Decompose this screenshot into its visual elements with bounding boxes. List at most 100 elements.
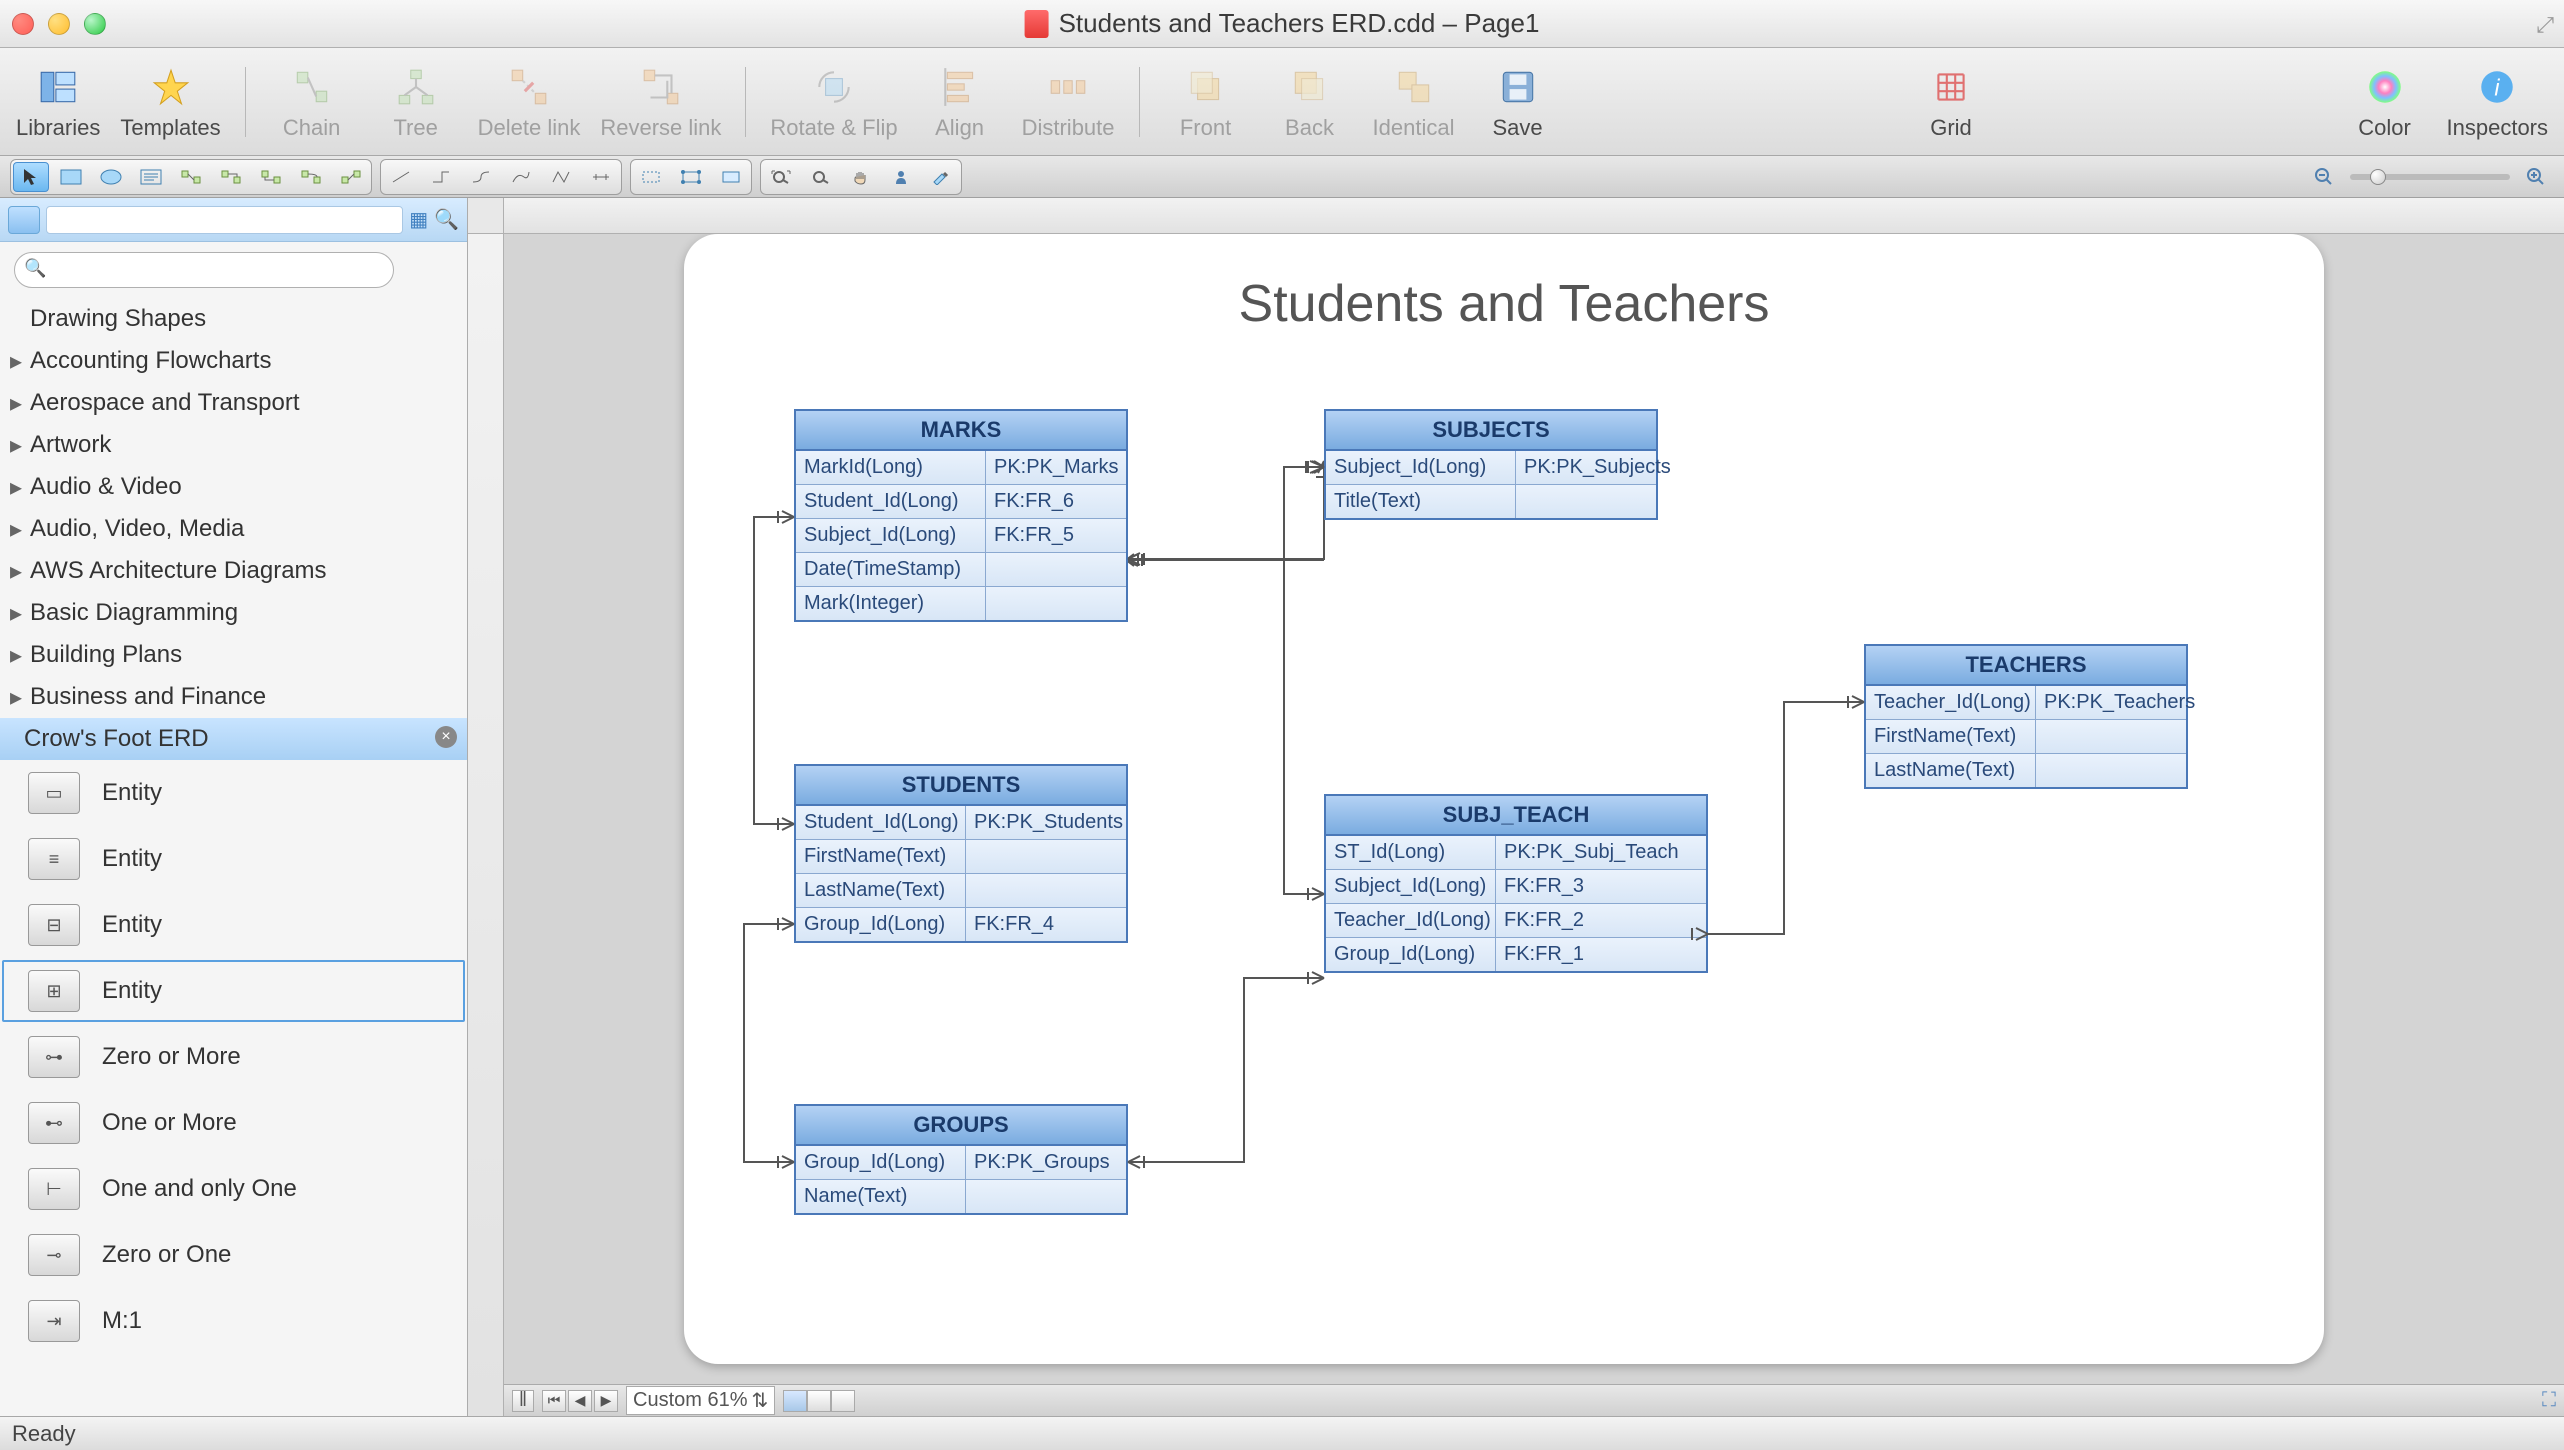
ellipse-tool[interactable] bbox=[93, 162, 129, 192]
line-tool-5[interactable] bbox=[543, 162, 579, 192]
sidebar-category[interactable]: AWS Architecture Diagrams bbox=[0, 550, 467, 592]
entity-subjects[interactable]: SUBJECTSSubject_Id(Long)PK:PK_SubjectsTi… bbox=[1324, 409, 1658, 520]
close-category-icon[interactable]: × bbox=[435, 726, 457, 748]
sidebar-category[interactable]: Business and Finance bbox=[0, 676, 467, 718]
entity-row[interactable]: Title(Text) bbox=[1326, 485, 1656, 518]
connector-tool-5[interactable] bbox=[333, 162, 369, 192]
page[interactable]: Students and Teachers MARK bbox=[684, 234, 2324, 1364]
entity-row[interactable]: Subject_Id(Long)FK:FR_5 bbox=[796, 519, 1126, 553]
sidebar-category[interactable]: Building Plans bbox=[0, 634, 467, 676]
pan-tool[interactable] bbox=[843, 162, 879, 192]
entity-row[interactable]: FirstName(Text) bbox=[1866, 720, 2186, 754]
entity-row[interactable]: LastName(Text) bbox=[796, 874, 1126, 908]
entity-row[interactable]: Mark(Integer) bbox=[796, 587, 1126, 620]
entity-row[interactable]: Teacher_Id(Long)FK:FR_2 bbox=[1326, 904, 1706, 938]
rect-tool[interactable] bbox=[53, 162, 89, 192]
sidebar-category[interactable]: Basic Diagramming bbox=[0, 592, 467, 634]
grid-view-icon[interactable]: ▦ bbox=[409, 207, 428, 232]
shape-item[interactable]: ≡Entity bbox=[0, 826, 467, 892]
sidebar-category-selected[interactable]: Crow's Foot ERD × bbox=[0, 718, 467, 760]
zoom-window-button[interactable] bbox=[84, 13, 106, 35]
color-button[interactable]: Color bbox=[2343, 63, 2427, 141]
shape-item[interactable]: ⊞Entity bbox=[0, 958, 467, 1024]
entity-students[interactable]: STUDENTSStudent_Id(Long)PK:PK_StudentsFi… bbox=[794, 764, 1128, 943]
entity-row[interactable]: Group_Id(Long)PK:PK_Groups bbox=[796, 1146, 1126, 1180]
entity-row[interactable]: Teacher_Id(Long)PK:PK_Teachers bbox=[1866, 686, 2186, 720]
zoom-out-button[interactable] bbox=[2306, 162, 2342, 192]
entity-row[interactable]: LastName(Text) bbox=[1866, 754, 2186, 787]
entity-row[interactable]: Student_Id(Long)FK:FR_6 bbox=[796, 485, 1126, 519]
sidebar-tree-icon[interactable] bbox=[8, 206, 40, 234]
page-tab-2[interactable] bbox=[807, 1390, 831, 1412]
shape-item[interactable]: ⊷One or More bbox=[0, 1090, 467, 1156]
page-tab-1[interactable] bbox=[783, 1390, 807, 1412]
sidebar-category[interactable]: Audio, Video, Media bbox=[0, 508, 467, 550]
search-input[interactable] bbox=[14, 252, 394, 288]
entity-row[interactable]: Group_Id(Long)FK:FR_1 bbox=[1326, 938, 1706, 971]
page-tab-3[interactable] bbox=[831, 1390, 855, 1412]
close-window-button[interactable] bbox=[12, 13, 34, 35]
zoom-slider-thumb[interactable] bbox=[2370, 169, 2386, 185]
entity-row[interactable]: FirstName(Text) bbox=[796, 840, 1126, 874]
entity-row[interactable]: Date(TimeStamp) bbox=[796, 553, 1126, 587]
next-page-button[interactable]: ▶ bbox=[594, 1390, 618, 1412]
first-page-button[interactable]: ⏮ bbox=[542, 1390, 566, 1412]
zoom-tool[interactable] bbox=[803, 162, 839, 192]
collapse-icon[interactable]: ‖ bbox=[512, 1390, 534, 1412]
entity-row[interactable]: MarkId(Long)PK:PK_Marks bbox=[796, 451, 1126, 485]
sidebar-category[interactable]: Accounting Flowcharts bbox=[0, 340, 467, 382]
minimize-window-button[interactable] bbox=[48, 13, 70, 35]
zoom-stepper-icon[interactable]: ⇅ bbox=[752, 1388, 769, 1413]
front-button[interactable]: Front bbox=[1164, 63, 1248, 141]
entity-row[interactable]: Student_Id(Long)PK:PK_Students bbox=[796, 806, 1126, 840]
sidebar-filter-input[interactable] bbox=[46, 206, 403, 234]
zoom-dropdown[interactable]: Custom 61% ⇅ bbox=[626, 1386, 775, 1415]
sidebar-category[interactable]: Artwork bbox=[0, 424, 467, 466]
zoom-in-button[interactable] bbox=[2518, 162, 2554, 192]
reverse-link-button[interactable]: Reverse link bbox=[600, 63, 721, 141]
entity-row[interactable]: Subject_Id(Long)PK:PK_Subjects bbox=[1326, 451, 1656, 485]
search-icon[interactable]: 🔍 bbox=[434, 207, 459, 232]
identical-button[interactable]: Identical bbox=[1372, 63, 1456, 141]
line-tool-4[interactable] bbox=[503, 162, 539, 192]
canvas-scroll[interactable]: Students and Teachers MARK bbox=[504, 234, 2564, 1416]
shape-item[interactable]: ▭Entity bbox=[0, 760, 467, 826]
pointer-tool[interactable] bbox=[13, 162, 49, 192]
select-tool-2[interactable] bbox=[673, 162, 709, 192]
entity-row[interactable]: Group_Id(Long)FK:FR_4 bbox=[796, 908, 1126, 941]
libraries-button[interactable]: Libraries bbox=[16, 63, 100, 141]
save-button[interactable]: Save bbox=[1476, 63, 1560, 141]
entity-groups[interactable]: GROUPSGroup_Id(Long)PK:PK_GroupsName(Tex… bbox=[794, 1104, 1128, 1215]
select-tool-1[interactable] bbox=[633, 162, 669, 192]
distribute-button[interactable]: Distribute bbox=[1022, 63, 1115, 141]
shape-item[interactable]: ⇥M:1 bbox=[0, 1288, 467, 1354]
connector-tool-1[interactable] bbox=[173, 162, 209, 192]
align-button[interactable]: Align bbox=[918, 63, 1002, 141]
rotate-flip-button[interactable]: Rotate & Flip bbox=[770, 63, 897, 141]
entity-teachers[interactable]: TEACHERSTeacher_Id(Long)PK:PK_TeachersFi… bbox=[1864, 644, 2188, 789]
grid-button[interactable]: Grid bbox=[1909, 63, 1993, 141]
zoom-fit-tool[interactable] bbox=[763, 162, 799, 192]
connector-tool-2[interactable] bbox=[213, 162, 249, 192]
select-tool-3[interactable] bbox=[713, 162, 749, 192]
line-tool-3[interactable] bbox=[463, 162, 499, 192]
ruler-horizontal[interactable] bbox=[504, 198, 2564, 234]
line-tool-2[interactable] bbox=[423, 162, 459, 192]
shape-item[interactable]: ⊟Entity bbox=[0, 892, 467, 958]
shape-item[interactable]: ⊸Zero or One bbox=[0, 1222, 467, 1288]
back-button[interactable]: Back bbox=[1268, 63, 1352, 141]
ruler-vertical[interactable] bbox=[468, 234, 504, 1416]
sidebar-category[interactable]: Aerospace and Transport bbox=[0, 382, 467, 424]
chain-button[interactable]: Chain bbox=[270, 63, 354, 141]
tree-button[interactable]: Tree bbox=[374, 63, 458, 141]
sidebar-category[interactable]: Drawing Shapes bbox=[0, 298, 467, 340]
inspectors-button[interactable]: iInspectors bbox=[2447, 63, 2549, 141]
prev-page-button[interactable]: ◀ bbox=[568, 1390, 592, 1412]
entity-row[interactable]: Name(Text) bbox=[796, 1180, 1126, 1213]
resize-grip-icon[interactable]: ⤢ bbox=[2536, 12, 2554, 38]
shape-item[interactable]: ⊶Zero or More bbox=[0, 1024, 467, 1090]
entity-marks[interactable]: MARKSMarkId(Long)PK:PK_MarksStudent_Id(L… bbox=[794, 409, 1128, 622]
templates-button[interactable]: Templates bbox=[120, 63, 220, 141]
line-tool-6[interactable] bbox=[583, 162, 619, 192]
connector-tool-4[interactable] bbox=[293, 162, 329, 192]
